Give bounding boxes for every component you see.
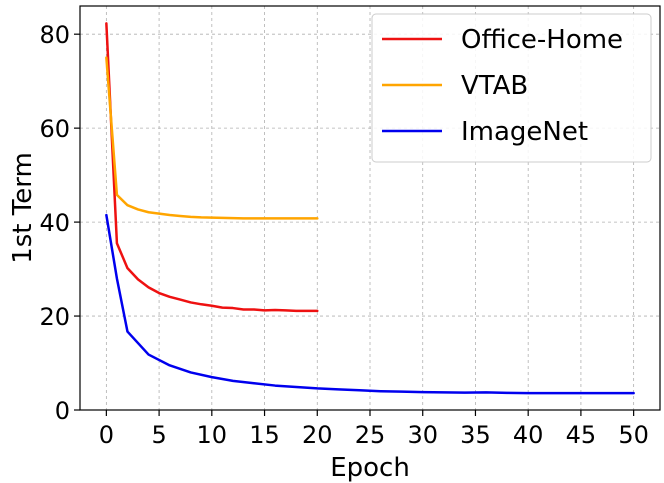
y-tick-label: 80 xyxy=(39,21,70,49)
x-tick-label: 5 xyxy=(151,421,166,449)
x-tick-label: 0 xyxy=(99,421,114,449)
axis-ticks: 0 5 10 15 20 25 30 35 40 45 50 0 20 40 60 80 xyxy=(39,21,648,449)
series-line-office-home xyxy=(105,22,319,313)
y-tick-label: 20 xyxy=(39,303,70,331)
x-tick-label: 45 xyxy=(566,421,597,449)
x-tick-label: 15 xyxy=(249,421,280,449)
series-line-imagenet xyxy=(105,213,635,395)
x-tick-label: 35 xyxy=(460,421,491,449)
x-tick-label: 30 xyxy=(407,421,438,449)
x-axis-title: Epoch xyxy=(330,453,410,483)
y-tick-label: 0 xyxy=(55,397,70,425)
legend-label: VTAB xyxy=(461,71,528,101)
x-tick-label: 10 xyxy=(197,421,228,449)
series-line-vtab xyxy=(105,56,319,220)
legend-box xyxy=(371,13,652,163)
x-tick-label: 25 xyxy=(355,421,386,449)
x-tick-label: 50 xyxy=(618,421,649,449)
legend: Office-Home VTAB ImageNet xyxy=(371,13,652,163)
y-axis-title: 1st Term xyxy=(8,152,38,264)
series-lines xyxy=(105,22,635,395)
y-tick-label: 60 xyxy=(39,115,70,143)
x-tick-label: 40 xyxy=(513,421,544,449)
legend-label: ImageNet xyxy=(461,117,588,147)
y-tick-label: 40 xyxy=(39,209,70,237)
legend-label: Office-Home xyxy=(461,25,623,55)
x-tick-label: 20 xyxy=(302,421,333,449)
